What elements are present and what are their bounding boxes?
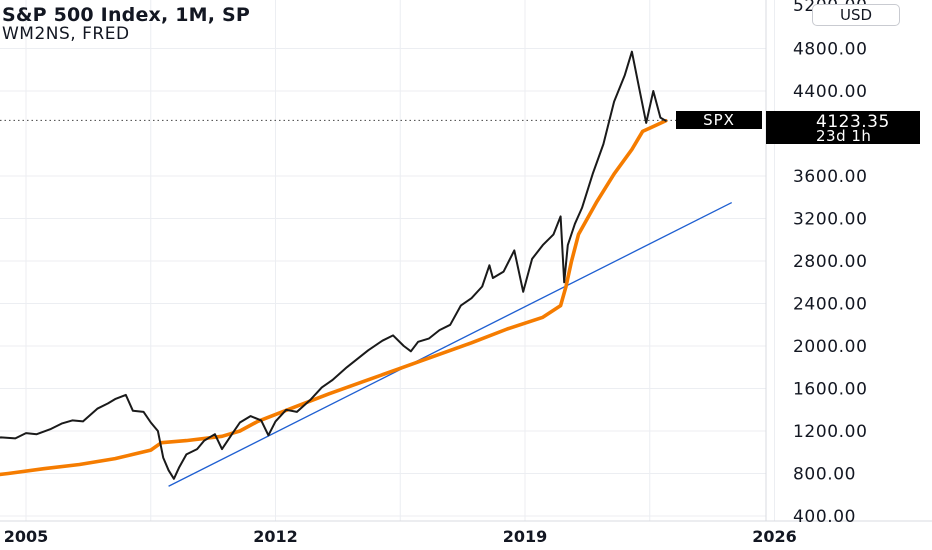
time-tick-label: 2012 bbox=[253, 527, 298, 546]
chart-series-layer bbox=[0, 50, 733, 487]
symbol-price-tag: SPX bbox=[676, 111, 762, 129]
time-tick-label: 2005 bbox=[4, 527, 49, 546]
price-tick-label: 2800.00 bbox=[793, 252, 868, 272]
time-axis[interactable]: 2005 2012 2019 2026 bbox=[4, 527, 797, 546]
chart-grid bbox=[0, 0, 775, 521]
chart-subtitle: WM2NS, FRED bbox=[2, 24, 130, 44]
time-tick-label: 2019 bbox=[503, 527, 548, 546]
last-price-value: 4123.35 bbox=[816, 112, 890, 132]
price-tick-label: 4800.00 bbox=[793, 40, 868, 60]
price-tick-label: 3200.00 bbox=[793, 210, 868, 230]
price-tick-label: 2000.00 bbox=[793, 337, 868, 357]
price-axis[interactable]: 400.00 800.00 1200.00 1600.00 2000.00 2400.00… bbox=[793, 0, 868, 527]
bar-countdown: 23d 1h bbox=[816, 127, 872, 145]
price-tick-label: 1200.00 bbox=[793, 422, 868, 442]
price-tick-label: 1600.00 bbox=[793, 380, 868, 400]
last-price-tag: 4123.35 23d 1h bbox=[766, 111, 920, 145]
trendline[interactable] bbox=[168, 201, 733, 487]
time-tick-label: 2026 bbox=[752, 527, 797, 546]
price-tick-label: 400.00 bbox=[793, 507, 856, 527]
price-tick-label: 800.00 bbox=[793, 465, 856, 485]
price-tick-label: 3600.00 bbox=[793, 167, 868, 187]
wm2ns-series-line[interactable] bbox=[0, 119, 668, 482]
currency-button[interactable]: USD bbox=[812, 4, 900, 26]
price-tick-label: 2400.00 bbox=[793, 295, 868, 315]
price-tick-label: 4400.00 bbox=[793, 82, 868, 102]
spx-series-line[interactable] bbox=[0, 50, 667, 480]
chart-title: S&P 500 Index, 1M, SP bbox=[2, 4, 251, 26]
